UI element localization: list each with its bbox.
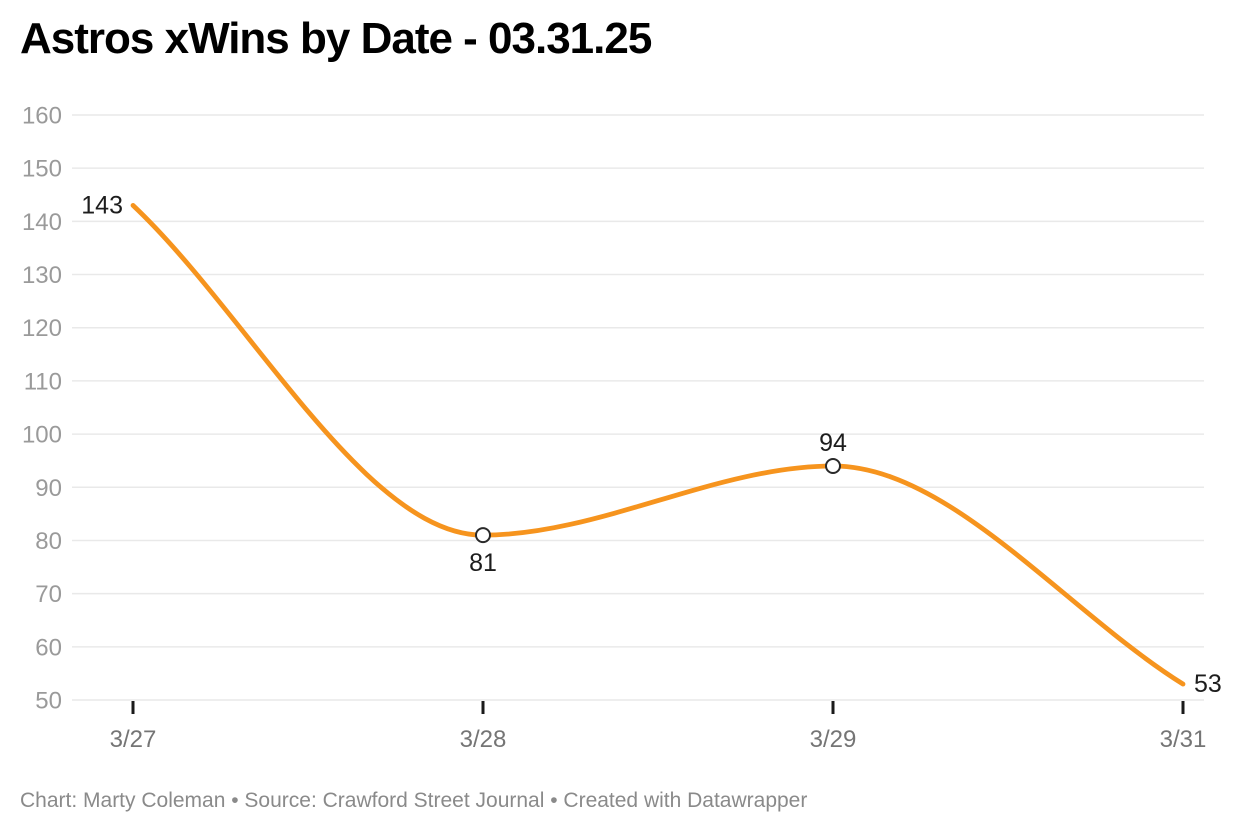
y-axis-tick-label: 150 — [22, 156, 62, 183]
y-axis-tick-label: 70 — [35, 581, 62, 608]
data-point-label: 53 — [1194, 670, 1222, 698]
data-point-label: 143 — [81, 191, 123, 219]
data-point-marker — [475, 527, 491, 544]
x-axis-tick-label: 3/31 — [1160, 726, 1207, 753]
series-line — [130, 203, 1186, 687]
data-point-label: 94 — [819, 429, 847, 457]
y-axis-tick-label: 90 — [35, 475, 62, 502]
data-point-label: 81 — [469, 549, 497, 577]
y-axis-tick-label: 80 — [35, 528, 62, 555]
y-axis-tick-label: 110 — [24, 368, 62, 395]
y-axis-tick-label: 120 — [22, 315, 62, 342]
y-axis-tick-label: 140 — [22, 209, 62, 236]
data-point-marker — [825, 458, 841, 474]
x-axis-tick-label: 3/29 — [810, 726, 857, 753]
chart-title: Astros xWins by Date - 03.31.25 — [20, 14, 652, 63]
y-axis-tick-label: 130 — [22, 262, 62, 289]
x-axis-tick-label: 3/28 — [460, 726, 507, 753]
y-axis-tick-label: 100 — [22, 422, 62, 449]
y-axis-tick-label: 50 — [35, 688, 62, 715]
x-axis-tick-label: 3/27 — [110, 726, 157, 753]
y-axis-tick-label: 160 — [22, 103, 62, 130]
y-axis-tick-label: 60 — [35, 634, 62, 661]
footer-byline: Chart: Marty Coleman • Source: Crawford … — [20, 789, 808, 812]
